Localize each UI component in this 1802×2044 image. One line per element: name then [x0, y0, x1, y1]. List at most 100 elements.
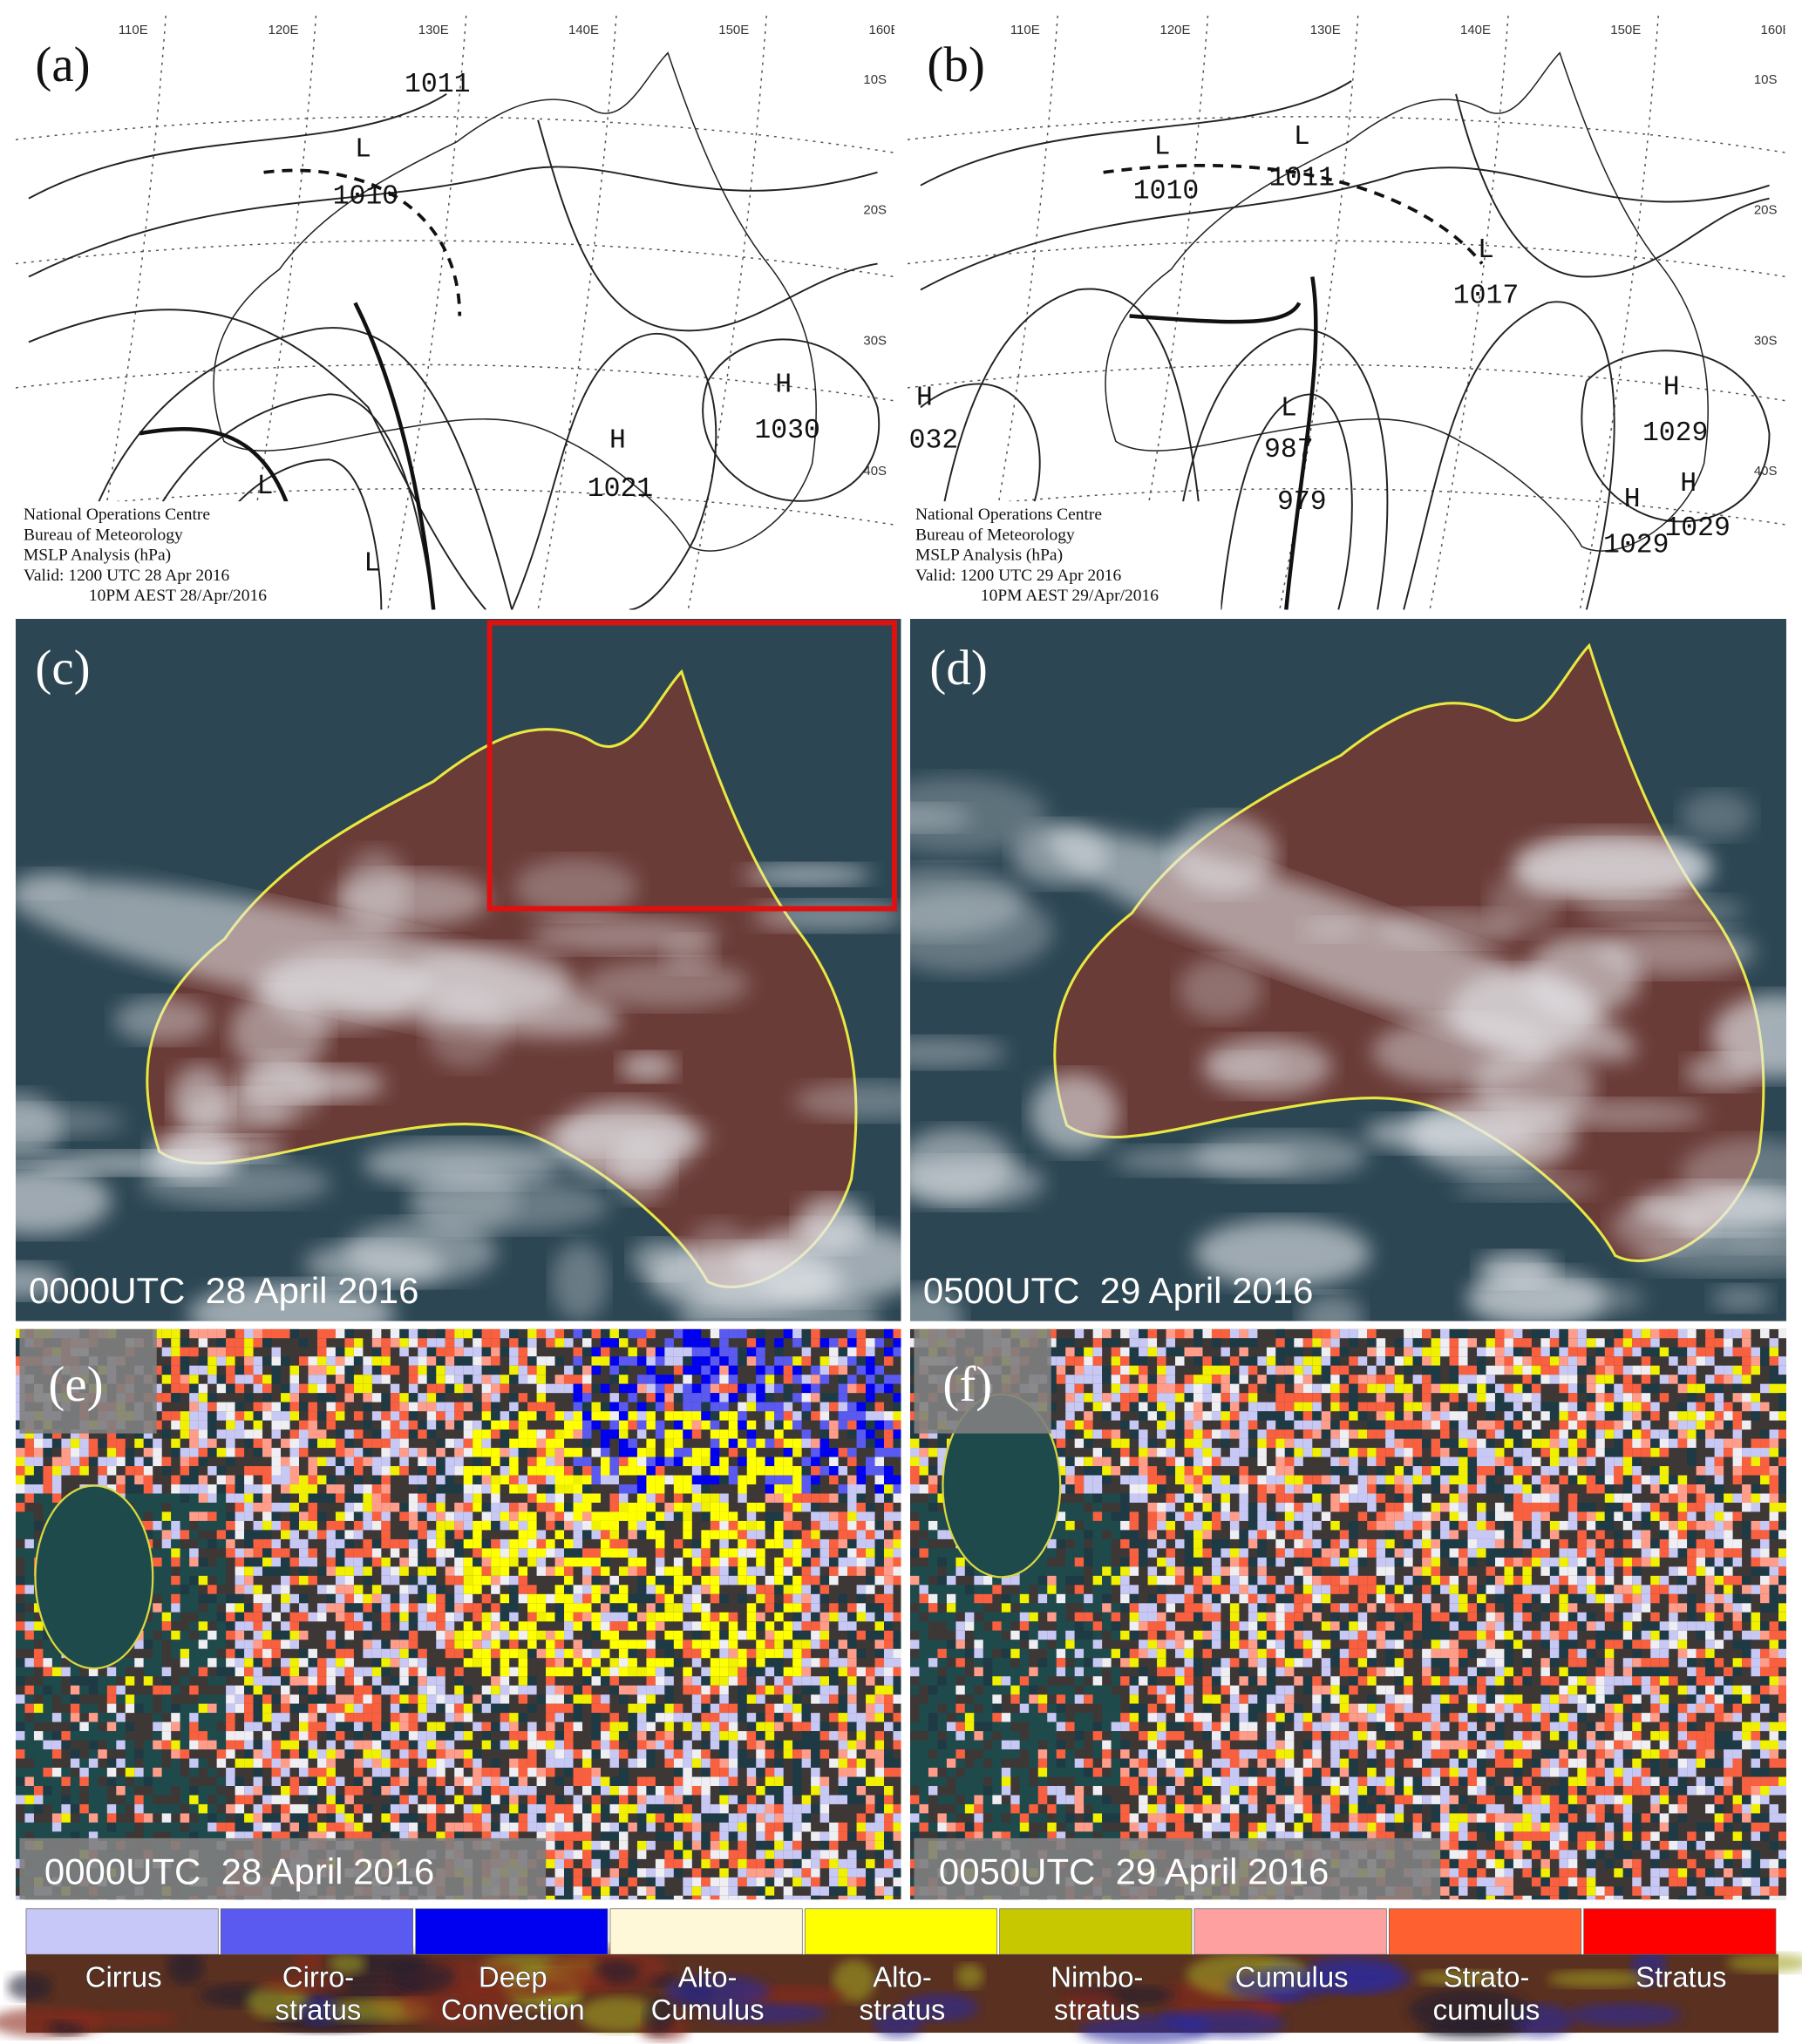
pixel: [390, 1402, 400, 1412]
pixel: [79, 1803, 89, 1814]
pixel: [180, 1795, 190, 1804]
figure-body: 110E 120E 130E 140E 150E 160E10S20S30S40S1011…: [0, 15, 1802, 2044]
pixel: [819, 1429, 830, 1439]
pixel: [746, 1347, 757, 1357]
pixel: [874, 1575, 885, 1586]
pixel: [829, 1548, 839, 1558]
pixel: [838, 1621, 848, 1631]
pixel: [106, 1768, 117, 1777]
pixel: [335, 1466, 345, 1476]
pixel: [573, 1795, 583, 1804]
pixel: [436, 1411, 445, 1421]
pixel: [884, 1493, 894, 1503]
cloud: [513, 858, 638, 918]
pixel: [418, 1429, 427, 1439]
pixel: [765, 1493, 775, 1503]
pixel: [874, 1831, 885, 1841]
pixel: [683, 1575, 692, 1586]
pixel: [536, 1831, 547, 1841]
pixel: [600, 1621, 610, 1631]
pixel: [756, 1749, 765, 1759]
pixel: [226, 1822, 235, 1832]
pixel: [418, 1713, 427, 1722]
pixel: [847, 1548, 857, 1558]
pixel: [728, 1850, 738, 1859]
pixel: [116, 1822, 126, 1832]
pixel: [262, 1676, 272, 1686]
pixel: [481, 1383, 492, 1394]
pixel: [371, 1758, 382, 1769]
pixel: [344, 1393, 354, 1402]
pixel: [801, 1375, 812, 1384]
pixel: [628, 1328, 637, 1339]
pixel: [856, 1520, 867, 1531]
pixel: [244, 1438, 254, 1449]
pixel: [335, 1575, 345, 1586]
pixel: [765, 1457, 775, 1467]
pixel: [326, 1831, 336, 1841]
pixel: [628, 1621, 637, 1631]
pixel: [866, 1538, 875, 1549]
pixel: [244, 1676, 254, 1686]
pixel: [353, 1520, 364, 1531]
pixel: [500, 1375, 510, 1384]
pixel: [664, 1694, 674, 1704]
pixel: [106, 1713, 117, 1722]
pixel: [518, 1575, 528, 1586]
pixel: [134, 1768, 144, 1777]
pixel: [829, 1420, 839, 1430]
pixel: [399, 1795, 409, 1804]
pixel: [216, 1612, 227, 1622]
pixel: [564, 1721, 574, 1732]
pixel: [701, 1713, 711, 1722]
pixel: [1092, 1338, 1103, 1348]
pixel: [198, 1429, 208, 1439]
pixel: [473, 1502, 482, 1512]
pixel: [518, 1713, 528, 1722]
pixel: [24, 1566, 34, 1576]
pixel: [189, 1457, 199, 1467]
pixel: [371, 1685, 382, 1695]
pixel: [235, 1776, 245, 1786]
pixel: [527, 1676, 537, 1686]
pixel: [564, 1557, 574, 1567]
pixel: [189, 1484, 199, 1494]
pixel: [710, 1393, 720, 1402]
pixel: [271, 1365, 282, 1375]
pixel: [646, 1721, 656, 1732]
pixel: [856, 1813, 867, 1823]
pixel: [436, 1685, 445, 1695]
pixel: [24, 1475, 34, 1484]
pixel: [454, 1511, 464, 1521]
pixel: [226, 1530, 235, 1539]
pixel: [728, 1548, 738, 1558]
pixel: [363, 1484, 372, 1494]
pixel: [783, 1548, 793, 1558]
pixel: [783, 1685, 793, 1695]
pixel: [856, 1603, 867, 1613]
pixel: [673, 1356, 683, 1366]
pixel: [24, 1429, 34, 1439]
pixel: [262, 1356, 272, 1366]
pixel: [226, 1831, 235, 1841]
pixel: [226, 1694, 235, 1704]
pixel: [701, 1858, 711, 1869]
pixel: [244, 1411, 254, 1421]
pixel: [436, 1347, 445, 1357]
pixel: [1175, 1328, 1185, 1339]
pixel: [244, 1749, 254, 1759]
cloud: [583, 960, 750, 1009]
pixel: [473, 1420, 482, 1430]
pixel: [226, 1603, 235, 1613]
pixel: [564, 1667, 574, 1677]
pixel: [527, 1593, 537, 1604]
pixel: [308, 1375, 317, 1384]
pixel: [691, 1502, 702, 1512]
pixel: [874, 1803, 885, 1814]
pixel: [253, 1831, 263, 1841]
pixel: [636, 1420, 647, 1430]
pixel: [226, 1411, 235, 1421]
pixel: [573, 1429, 583, 1439]
pixel: [628, 1603, 637, 1613]
pixel: [500, 1557, 510, 1567]
